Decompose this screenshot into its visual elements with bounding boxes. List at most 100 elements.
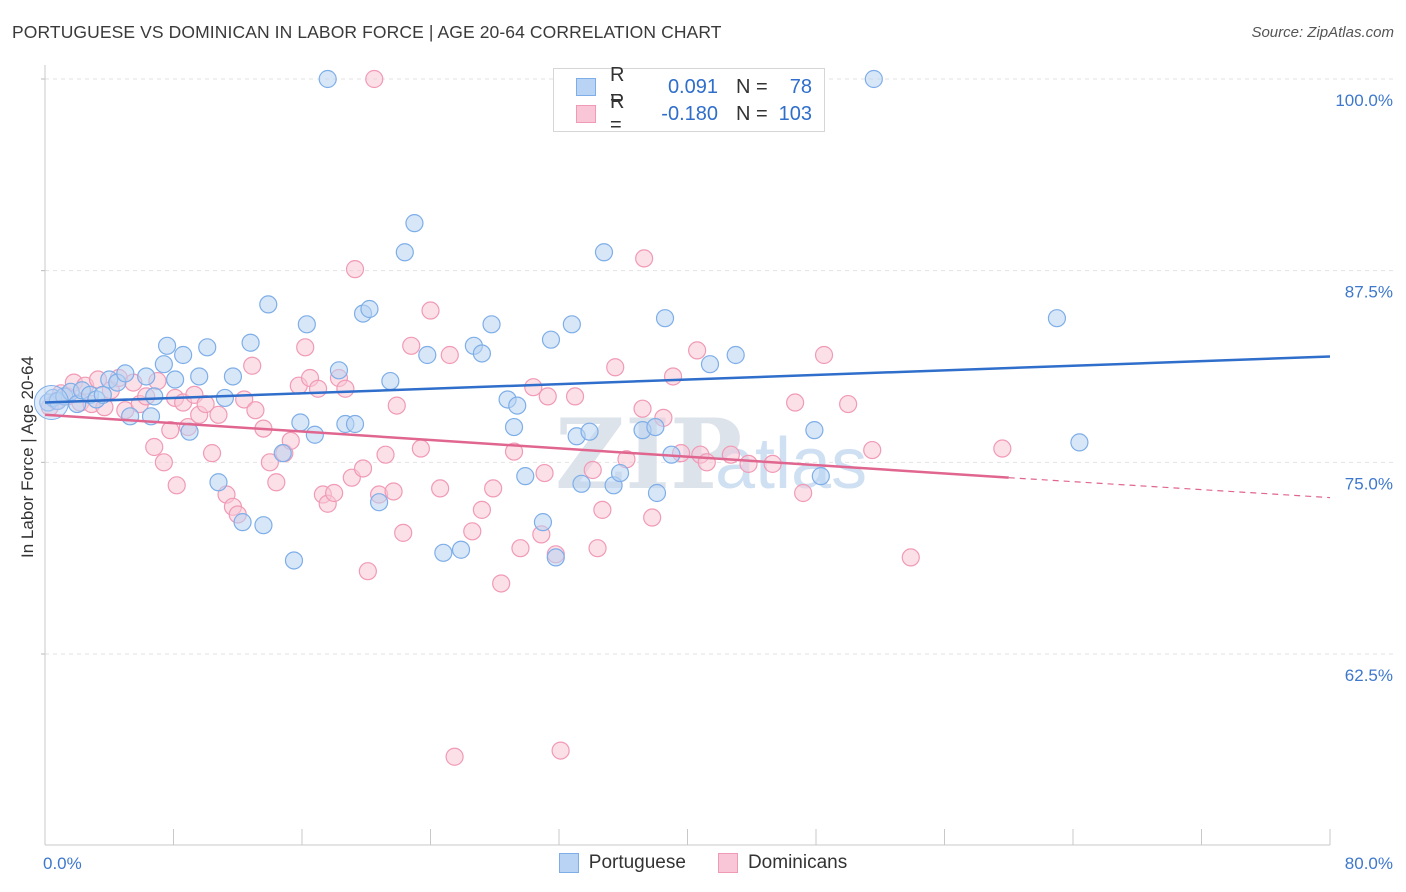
point-portuguese: [318, 69, 337, 89]
point-portuguese: [121, 407, 140, 426]
point-dominicans: [606, 358, 625, 377]
point-dominicans: [376, 445, 395, 464]
point-dominicans: [167, 476, 186, 495]
point-dominicans: [794, 483, 813, 503]
series-legend: Portuguese Dominicans: [0, 852, 1406, 874]
legend-item-portuguese: Portuguese: [558, 852, 686, 874]
point-dominicans: [387, 396, 406, 415]
point-portuguese: [370, 493, 389, 512]
point-portuguese: [546, 548, 565, 567]
chart-title: PORTUGUESE VS DOMINICAN IN LABOR FORCE |…: [12, 22, 722, 42]
point-dominicans: [336, 379, 355, 398]
point-portuguese: [116, 364, 135, 383]
trend-lines: [44, 355, 1331, 499]
point-dominicans: [739, 454, 758, 473]
point-dominicans: [411, 439, 430, 458]
point-portuguese: [1047, 309, 1067, 328]
legend-row-dominicans: R = -0.180 N = 103: [576, 91, 812, 136]
point-portuguese: [259, 295, 278, 314]
point-portuguese: [580, 422, 599, 441]
point-dominicans: [484, 479, 503, 498]
y-tick-label: 62.5%: [1345, 666, 1393, 685]
point-dominicans: [209, 405, 228, 424]
point-portuguese: [209, 473, 228, 492]
point-portuguese: [562, 315, 581, 334]
point-portuguese: [1070, 433, 1089, 452]
point-portuguese: [284, 551, 304, 570]
legend-row-portuguese: R = 0.091 N = 78: [576, 64, 812, 109]
point-portuguese: [508, 396, 527, 415]
point-portuguese: [864, 69, 883, 89]
point-dominicans: [296, 338, 315, 357]
point-portuguese: [418, 345, 437, 365]
point-portuguese: [655, 309, 675, 328]
point-dominicans: [202, 444, 222, 463]
legend-swatch-portuguese: [576, 78, 596, 96]
point-dominicans: [635, 249, 654, 268]
n-label: N =: [736, 75, 768, 98]
y-tick-label: 100.0%: [1335, 91, 1393, 110]
y-axis-label: In Labor Force | Age 20-64: [18, 356, 37, 558]
r-label: R =: [610, 64, 625, 109]
point-dominicans: [588, 539, 607, 558]
point-portuguese: [145, 387, 164, 406]
point-portuguese: [594, 243, 614, 262]
point-portuguese: [137, 367, 156, 386]
legend-swatch-dominicans: [717, 853, 738, 873]
point-portuguese: [805, 421, 824, 440]
point-dominicans: [538, 387, 557, 406]
legend-label-portuguese: Portuguese: [588, 852, 686, 873]
point-dominicans: [431, 479, 450, 498]
point-portuguese: [647, 483, 667, 503]
point-dominicans: [993, 439, 1012, 458]
point-portuguese: [726, 345, 745, 365]
point-dominicans: [445, 747, 464, 766]
point-dominicans: [551, 741, 570, 760]
point-portuguese: [504, 417, 524, 437]
point-portuguese: [174, 345, 193, 365]
legend-label-dominicans: Dominicans: [747, 852, 848, 873]
point-dominicans: [633, 399, 652, 418]
point-dominicans: [786, 393, 805, 412]
r-label: R =: [610, 91, 625, 136]
point-portuguese: [190, 367, 209, 386]
point-dominicans: [663, 367, 683, 386]
point-portuguese: [572, 474, 591, 493]
point-dominicans: [345, 260, 365, 279]
point-portuguese: [533, 513, 553, 532]
point-dominicans: [814, 345, 834, 365]
x-tick-label-max: 80.0%: [1345, 854, 1393, 873]
point-portuguese: [472, 344, 491, 363]
point-portuguese: [646, 417, 665, 437]
point-portuguese: [811, 467, 830, 486]
series-dominicans: [40, 69, 1012, 766]
y-tick-label: 87.5%: [1345, 283, 1393, 302]
point-portuguese: [345, 414, 365, 434]
point-portuguese: [198, 338, 217, 357]
point-portuguese: [305, 425, 324, 444]
point-dominicans: [524, 378, 543, 397]
series-portuguese: [33, 69, 1089, 570]
point-dominicans: [535, 463, 554, 483]
legend-swatch-dominicans: [576, 105, 596, 123]
point-portuguese: [157, 336, 177, 355]
point-dominicans: [260, 453, 279, 472]
point-portuguese: [541, 330, 561, 349]
point-portuguese: [291, 413, 310, 432]
point-dominicans: [154, 453, 173, 472]
r-value-dominicans: -0.180: [661, 102, 718, 125]
point-dominicans: [353, 459, 373, 478]
point-dominicans: [243, 356, 262, 375]
point-dominicans: [308, 379, 328, 398]
point-portuguese: [451, 540, 471, 559]
point-dominicans: [421, 301, 440, 320]
point-dominicans: [492, 574, 511, 593]
point-dominicans: [839, 394, 858, 414]
point-portuguese: [241, 333, 260, 352]
x-tick-label-min: 0.0%: [43, 854, 82, 873]
point-dominicans: [565, 387, 585, 406]
stats-legend: R = 0.091 N = 78 R = -0.180 N = 103: [553, 64, 825, 136]
point-dominicans: [472, 500, 491, 519]
point-dominicans: [863, 440, 882, 460]
